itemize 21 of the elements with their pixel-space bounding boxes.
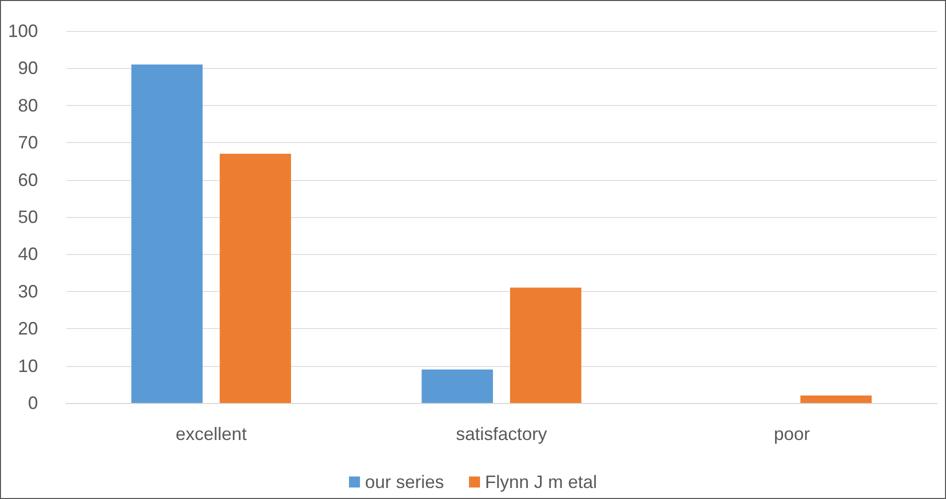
bar	[422, 370, 493, 403]
x-tick-label: satisfactory	[456, 424, 548, 444]
bar	[131, 64, 203, 403]
bar	[510, 288, 582, 403]
y-tick-label: 20	[18, 318, 38, 339]
legend-label: Flynn J m etal	[485, 472, 598, 492]
y-tick-label: 90	[18, 58, 38, 78]
x-tick-label: excellent	[176, 424, 247, 444]
y-tick-label: 40	[18, 244, 38, 264]
bar	[800, 396, 872, 403]
y-tick-label: 10	[18, 356, 38, 376]
legend-label: our series	[364, 472, 444, 492]
y-tick-label: 50	[18, 207, 38, 227]
y-tick-label: 0	[28, 393, 38, 413]
y-tick-label: 70	[18, 132, 38, 153]
x-tick-label: poor	[774, 424, 810, 444]
y-tick-label: 80	[18, 95, 38, 116]
y-tick-label: 60	[18, 170, 38, 190]
y-tick-label: 100	[8, 21, 38, 41]
bar	[220, 154, 292, 403]
y-tick-label: 30	[18, 281, 38, 302]
